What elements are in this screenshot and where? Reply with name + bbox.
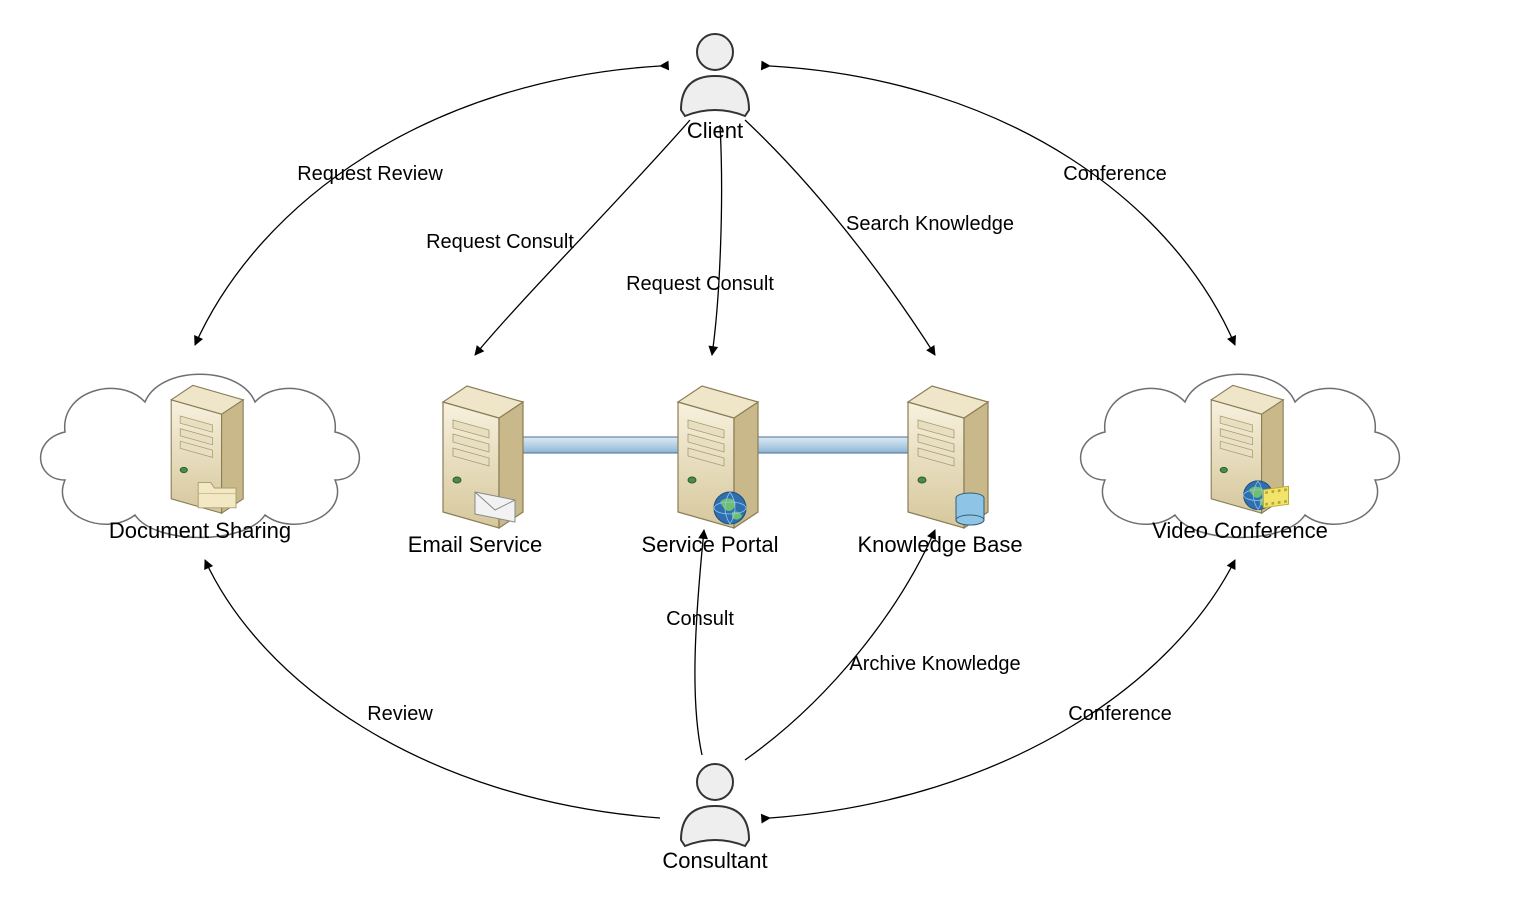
connector-portal-kb bbox=[740, 437, 910, 453]
edge-label-e1: Request Review bbox=[297, 163, 443, 185]
edge-label-e2: Request Consult bbox=[426, 231, 574, 253]
diagram-canvas: Client Consultant Document Sharing Email Se… bbox=[0, 0, 1522, 902]
edge-e3 bbox=[712, 125, 722, 355]
edge-label-e9: Conference bbox=[1068, 703, 1171, 725]
node-docshare: Document Sharing bbox=[41, 374, 360, 543]
edge-label-e6: Review bbox=[367, 703, 433, 725]
node-label-docshare: Document Sharing bbox=[109, 518, 291, 543]
node-label-kb: Knowledge Base bbox=[857, 532, 1022, 557]
edge-label-e5: Conference bbox=[1063, 163, 1166, 185]
edge-e4 bbox=[745, 120, 935, 355]
edge-e1 bbox=[195, 66, 660, 345]
node-label-video: Video Conference bbox=[1152, 518, 1328, 543]
edge-e7 bbox=[695, 530, 704, 755]
node-label-client: Client bbox=[687, 118, 743, 143]
edge-e9 bbox=[770, 560, 1235, 818]
node-video: Video Conference bbox=[1081, 374, 1400, 543]
edge-label-e4: Search Knowledge bbox=[846, 213, 1014, 235]
node-label-consultant: Consultant bbox=[662, 848, 767, 873]
node-label-portal: Service Portal bbox=[642, 532, 779, 557]
edge-e5 bbox=[770, 66, 1235, 345]
node-portal: Service Portal bbox=[642, 386, 779, 557]
node-email: Email Service bbox=[408, 386, 542, 557]
node-label-email: Email Service bbox=[408, 532, 542, 557]
node-kb: Knowledge Base bbox=[857, 386, 1022, 557]
node-client: Client bbox=[681, 34, 749, 143]
node-consultant: Consultant bbox=[662, 764, 767, 873]
edge-label-e7: Consult bbox=[666, 608, 734, 630]
connector-email-portal bbox=[505, 437, 680, 453]
edge-label-e8: Archive Knowledge bbox=[849, 653, 1020, 675]
edge-e8 bbox=[745, 530, 935, 760]
edge-label-e3: Request Consult bbox=[626, 273, 774, 295]
edge-e6 bbox=[205, 560, 660, 818]
